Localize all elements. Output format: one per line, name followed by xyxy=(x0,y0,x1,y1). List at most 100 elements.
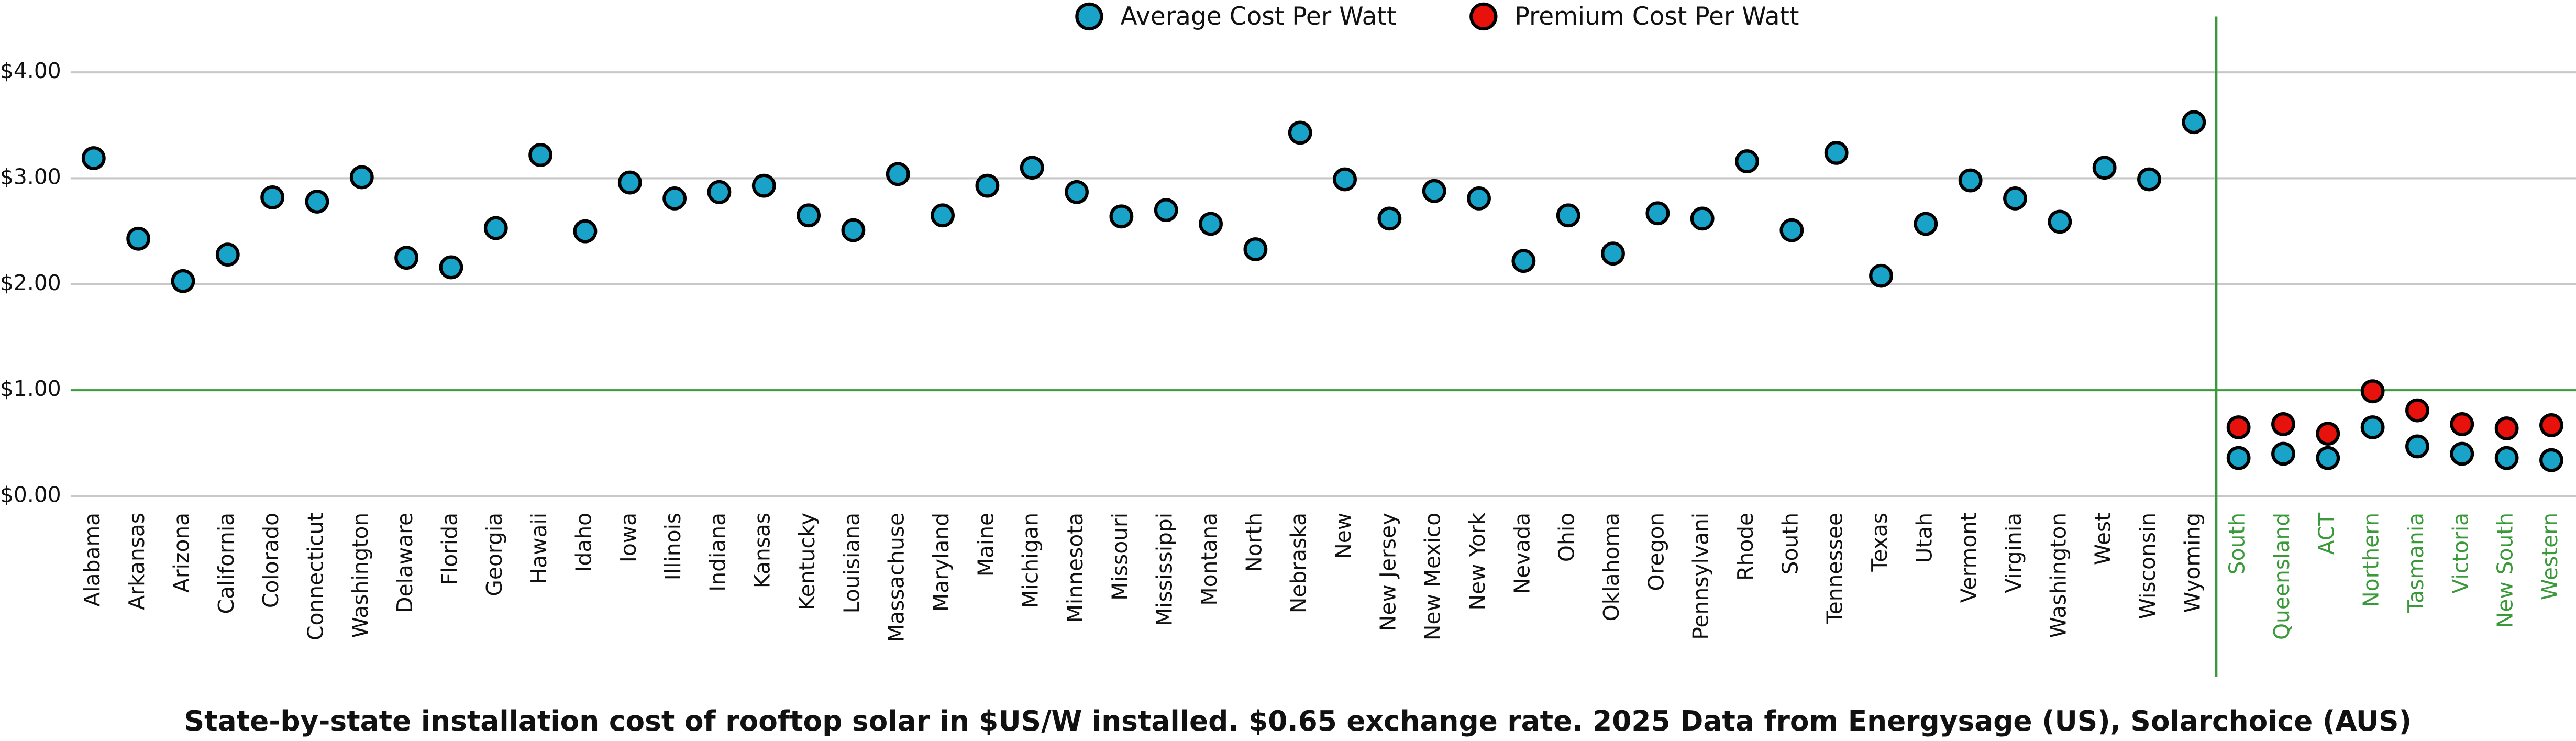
x-tick-label: California xyxy=(214,513,239,614)
point xyxy=(1914,212,1938,236)
point xyxy=(573,219,598,244)
x-tick-label: Missouri xyxy=(1107,513,1132,601)
x-tick-label: Ohio xyxy=(1554,513,1579,562)
x-tick-label: Florida xyxy=(437,513,462,585)
point xyxy=(1601,241,1625,266)
point xyxy=(1065,180,1089,204)
point xyxy=(1869,263,1893,288)
x-tick-label: Kansas xyxy=(750,513,775,588)
point xyxy=(81,146,106,170)
point xyxy=(1377,206,1402,231)
x-tick-label: ACT xyxy=(2314,512,2339,555)
point xyxy=(707,180,732,204)
x-tick-label: Rhode xyxy=(1733,513,1758,581)
point xyxy=(305,190,329,214)
point xyxy=(1154,198,1178,223)
point xyxy=(1422,179,1446,203)
legend-label: Average Cost Per Watt xyxy=(1121,2,1397,31)
y-tick-label: $4.00 xyxy=(0,58,61,83)
x-tick-label: Delaware xyxy=(392,513,417,613)
x-tick-label: Iowa xyxy=(616,513,641,562)
point xyxy=(394,246,419,270)
point xyxy=(2316,422,2340,446)
point xyxy=(2405,434,2429,459)
point xyxy=(617,170,642,195)
chart-title: State-by-state installation cost of roof… xyxy=(184,704,2412,737)
x-tick-label: New Mexico xyxy=(1420,513,1445,640)
point xyxy=(349,165,374,190)
legend-marker xyxy=(1075,2,1103,31)
point xyxy=(1958,168,1983,193)
point xyxy=(1243,237,1268,261)
x-tick-label: Washington xyxy=(348,513,373,638)
x-tick-label: Illinois xyxy=(660,513,686,580)
x-tick-label: Wisconsin xyxy=(2135,513,2160,620)
x-tick-label: Western xyxy=(2537,513,2562,600)
point xyxy=(2539,413,2563,437)
x-tick-label: Hawaii xyxy=(526,513,551,584)
x-tick-label: Connecticut xyxy=(303,513,328,640)
point xyxy=(2137,167,2161,192)
point xyxy=(2450,412,2474,436)
legend-label: Premium Cost Per Watt xyxy=(1514,2,1799,31)
point xyxy=(931,203,955,228)
x-tick-label: Arizona xyxy=(169,513,194,593)
point xyxy=(1333,167,1357,192)
point xyxy=(171,269,195,293)
x-tick-label: Arkansas xyxy=(124,513,149,610)
point xyxy=(2271,412,2295,436)
x-tick-label: Queensland xyxy=(2269,513,2294,640)
point xyxy=(215,242,240,267)
x-tick-label: Louisiana xyxy=(839,513,864,613)
x-tick-label: Alabama xyxy=(80,513,105,607)
point xyxy=(2494,416,2519,440)
point xyxy=(439,255,463,280)
x-tick-label: Oklahoma xyxy=(1599,513,1624,621)
x-tick-label: Michigan xyxy=(1018,513,1043,609)
y-tick-label: $0.00 xyxy=(0,482,61,507)
x-tick-label: Tasmania xyxy=(2403,513,2428,613)
point xyxy=(2450,441,2474,466)
x-tick-label: Colorado xyxy=(258,513,283,608)
x-tick-label: Massachuse xyxy=(884,513,909,643)
point xyxy=(2494,446,2519,470)
point xyxy=(1020,156,1044,180)
x-tick-label: Utah xyxy=(1911,513,1937,563)
x-tick-label: New York xyxy=(1465,512,1490,610)
x-tick-label: Maryland xyxy=(928,513,954,612)
point xyxy=(751,173,776,198)
x-tick-label: Pennsylvani xyxy=(1688,513,1713,640)
point xyxy=(841,218,866,242)
x-tick-label: Texas xyxy=(1867,513,1892,572)
x-tick-label: Georgia xyxy=(482,513,507,596)
x-tick-label: Oregon xyxy=(1643,513,1668,591)
x-tick-label: Washington xyxy=(2046,513,2071,638)
x-tick-label: Virginia xyxy=(2001,513,2026,593)
x-tick-label: New South xyxy=(2493,513,2518,628)
y-tick-label: $3.00 xyxy=(0,164,61,189)
x-tick-label: West xyxy=(2091,513,2116,565)
point xyxy=(483,216,508,240)
point xyxy=(260,185,285,209)
point xyxy=(2003,186,2027,211)
point xyxy=(662,186,687,211)
point xyxy=(2271,441,2295,466)
point xyxy=(1467,186,1491,211)
y-tick-label: $2.00 xyxy=(0,270,61,295)
point xyxy=(2405,398,2429,423)
point xyxy=(1779,218,1804,242)
point xyxy=(2226,446,2251,470)
point xyxy=(1288,120,1312,145)
x-tick-label: New Jersey xyxy=(1375,513,1400,631)
x-tick-label: New xyxy=(1331,513,1356,559)
point xyxy=(2182,110,2206,135)
x-tick-label: Tennessee xyxy=(1822,513,1848,624)
legend-marker xyxy=(1469,2,1498,31)
point xyxy=(1556,203,1580,228)
x-tick-label: Mississippi xyxy=(1152,513,1177,626)
point xyxy=(1511,249,1536,273)
point xyxy=(2360,379,2385,404)
x-tick-label: Indiana xyxy=(705,513,730,592)
point xyxy=(1735,149,1759,173)
